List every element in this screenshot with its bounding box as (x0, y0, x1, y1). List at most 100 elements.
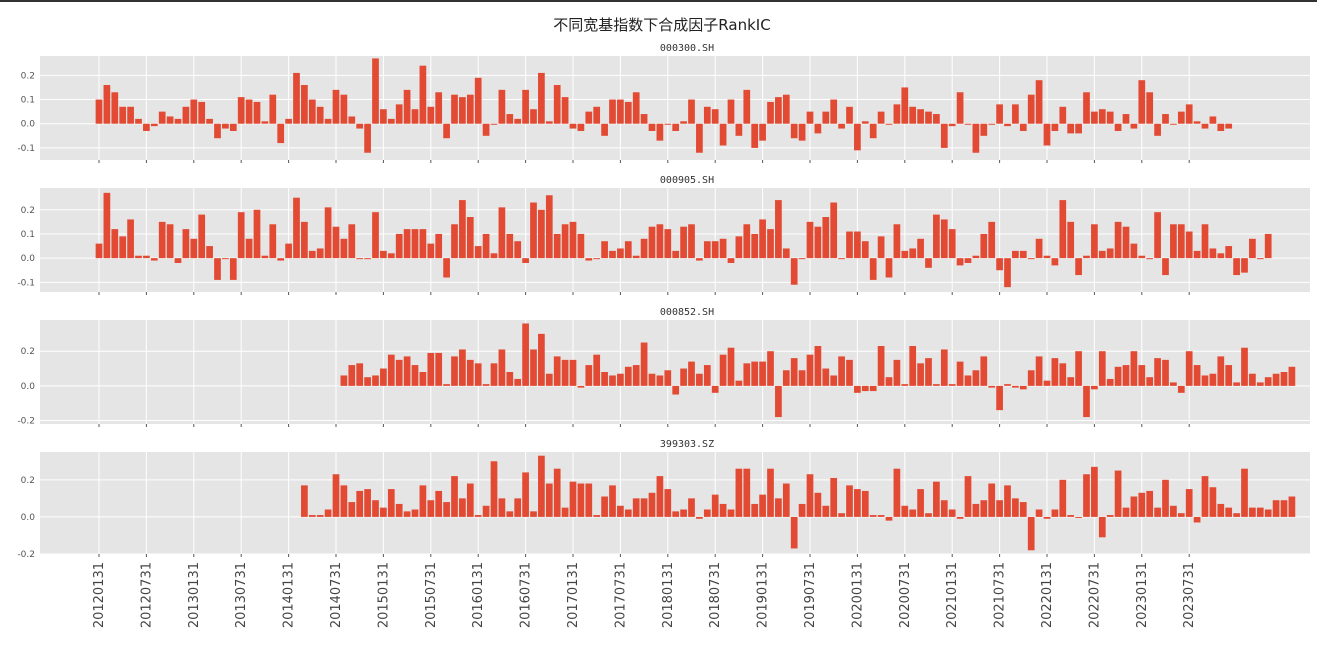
bar (466, 217, 474, 259)
bar (466, 359, 474, 386)
bar (885, 516, 893, 521)
x-tick-label: 20220131 (1040, 562, 1055, 628)
x-tick-label: 20170731 (613, 562, 628, 628)
bar (1193, 516, 1201, 523)
bar (435, 490, 443, 517)
bar (522, 323, 529, 386)
bar (680, 121, 687, 124)
bar (1043, 255, 1051, 259)
bar (640, 238, 648, 259)
bar (593, 258, 601, 260)
bar (877, 346, 885, 386)
bar (1146, 377, 1154, 386)
bar (1075, 258, 1082, 276)
bar (648, 492, 656, 517)
bar (838, 123, 845, 129)
bar (577, 385, 585, 388)
bar (854, 123, 861, 151)
bar (640, 498, 648, 517)
bar (632, 365, 640, 386)
bar (782, 94, 790, 124)
x-tick-label: 20120131 (92, 562, 107, 628)
bar (1122, 114, 1130, 124)
bar (711, 241, 719, 259)
bar (474, 246, 482, 259)
bar (593, 106, 601, 124)
bar (119, 236, 127, 259)
bar (1256, 507, 1264, 517)
bar (277, 258, 285, 261)
bar (1162, 479, 1169, 517)
bar (917, 363, 924, 386)
bar (775, 498, 782, 517)
y-tick-label: 0.0 (21, 382, 36, 392)
bar (340, 375, 348, 386)
bar (1241, 258, 1248, 273)
bar (751, 123, 759, 148)
panel-background (40, 452, 1310, 554)
bar (743, 363, 751, 386)
bar (696, 516, 703, 519)
panel-title: 000300.SH (660, 43, 714, 54)
bar (498, 349, 506, 386)
bar (1233, 513, 1240, 517)
bar (925, 111, 932, 124)
bar (301, 85, 308, 124)
bar (1051, 509, 1059, 517)
bar (1035, 238, 1043, 259)
bar (940, 219, 948, 259)
bar (680, 226, 687, 259)
bar (1122, 226, 1130, 259)
bar (869, 515, 877, 517)
bar (830, 202, 838, 259)
bar (182, 229, 190, 259)
bar (830, 477, 838, 517)
bar (474, 363, 482, 386)
bar (601, 241, 608, 259)
bar (727, 509, 735, 517)
bar (380, 368, 387, 386)
bar (696, 258, 703, 261)
bar (403, 89, 411, 124)
bar (1154, 507, 1161, 517)
bar (680, 368, 687, 386)
bar (435, 92, 443, 124)
bar (222, 123, 229, 129)
bar (1162, 258, 1169, 276)
bar (451, 224, 458, 259)
bar (301, 485, 308, 517)
bar (308, 515, 316, 517)
bar (545, 195, 553, 259)
x-tick-label: 20190131 (756, 562, 771, 628)
bar (459, 97, 466, 124)
bar (1193, 250, 1201, 259)
bar (1138, 492, 1146, 517)
bar (514, 118, 522, 124)
bar (1067, 515, 1075, 517)
y-tick-label: 0.2 (21, 206, 35, 216)
bar (324, 207, 332, 259)
bar (324, 118, 332, 124)
bar (443, 384, 450, 386)
bar (182, 106, 190, 124)
x-tick-label: 20140731 (329, 562, 344, 628)
y-tick-label: -0.2 (17, 550, 35, 560)
bar (245, 99, 253, 124)
bar (482, 505, 490, 517)
bar (514, 378, 522, 386)
bar (332, 226, 340, 259)
x-tick-label: 20180731 (708, 562, 723, 628)
bar (451, 476, 458, 517)
bar (482, 233, 490, 259)
bar (775, 97, 782, 124)
bar (688, 361, 695, 386)
bar (996, 500, 1003, 517)
bar (703, 241, 711, 259)
bar (403, 356, 411, 386)
bar (861, 241, 869, 259)
bar (869, 123, 877, 139)
bar (1217, 356, 1225, 386)
bar (553, 356, 561, 386)
bar (545, 483, 553, 517)
